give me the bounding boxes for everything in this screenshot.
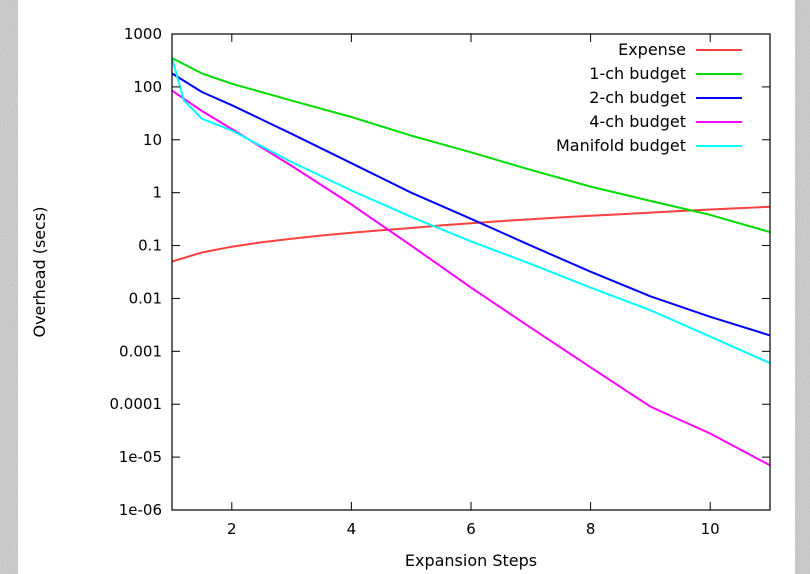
x-tick-label: 4 xyxy=(347,520,357,538)
y-tick-label: 0.1 xyxy=(138,237,162,255)
series-line-4 xyxy=(172,89,770,467)
y-tick-label: 1 xyxy=(152,184,162,202)
y-tick-label: 1e-06 xyxy=(119,501,162,519)
series-line-1 xyxy=(172,205,770,263)
x-axis-label: Expansion Steps xyxy=(405,551,537,570)
plot-marks xyxy=(172,57,770,467)
y-tick-label: 100 xyxy=(133,78,162,96)
x-tick-label: 2 xyxy=(227,520,237,538)
x-tick-label: 6 xyxy=(466,520,476,538)
y-tick-label: 1e-05 xyxy=(119,448,162,466)
x-tick-label: 8 xyxy=(586,520,596,538)
y-tick-label: 0.01 xyxy=(129,289,162,307)
y-tick-label: 0.001 xyxy=(119,342,162,360)
legend-label: Expense xyxy=(618,40,686,59)
series-line-3 xyxy=(172,72,770,337)
x-tick-label: 10 xyxy=(701,520,720,538)
y-tick-label: 10 xyxy=(143,131,162,149)
series-line-5 xyxy=(172,57,770,365)
y-tick-label: 1000 xyxy=(124,25,162,43)
legend: Expense 1-ch budget 2-ch budget 4-ch budget… xyxy=(556,40,742,155)
legend-label: Manifold budget xyxy=(556,136,686,155)
legend-label: 4-ch budget xyxy=(589,112,686,131)
y-axis-label: Overhead (secs) xyxy=(30,206,49,337)
series-line-2 xyxy=(172,57,770,234)
tick-labels: 1e-06 1e-05 0.0001 0.001 0.01 0.1 1 10 100 1000 2 4… xyxy=(110,25,720,538)
y-tick-label: 0.0001 xyxy=(110,395,163,413)
legend-label: 1-ch budget xyxy=(589,64,686,83)
chart-panel xyxy=(18,0,795,574)
legend-label: 2-ch budget xyxy=(589,88,686,107)
axis-ticks xyxy=(172,33,770,511)
